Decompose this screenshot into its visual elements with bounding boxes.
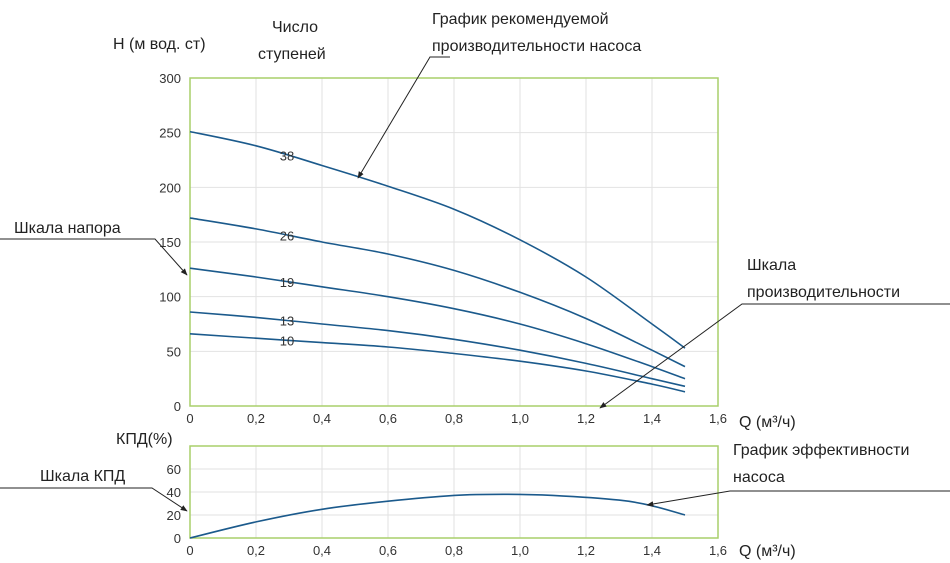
x-tick-label: 0,8 [445,411,463,426]
y-tick-label: 40 [167,485,181,500]
efficiency-y-axis-label: КПД(%) [116,431,173,448]
efficiency-scale-annotation: Шкала КПД [40,468,126,485]
recommended-leader [357,56,450,179]
efficiency-curve [189,493,686,539]
efficiency-grid [190,446,718,538]
stage-label: 10 [280,333,294,348]
y-tick-label: 100 [159,290,181,305]
efficiency-plot-frame [189,445,719,539]
x-tick-label: 0,2 [247,411,265,426]
stage-label: 13 [280,314,294,329]
y-tick-label: 150 [159,235,181,250]
y-tick-label: 250 [159,126,181,141]
head-scale-leader [0,238,188,276]
curve-stages-13 [189,311,686,388]
flow-scale-leader [599,303,950,409]
x-tick-label: 1,0 [511,543,529,558]
x-tick-label: 1,6 [709,411,727,426]
curve-stages-19 [189,267,686,380]
stage-label: 26 [280,228,294,243]
annotation-leaders [0,56,950,512]
recommended-annotation-line1: График рекомендуемой [432,11,609,28]
x-tick-label: 1,0 [511,411,529,426]
eff-graph-leader [646,490,950,507]
y-tick-label: 50 [167,344,181,359]
head-ticks: 0 0,2 0,4 0,6 0,8 1,0 1,2 1,4 1,6 0 50 100 150 200 250… [159,71,727,426]
x-tick-label: 0 [186,543,193,558]
stages-label-line2: ступеней [258,46,326,63]
y-tick-label: 0 [174,399,181,414]
x-axis-label-bottom: Q (м³/ч) [739,543,796,560]
x-tick-label: 1,4 [643,543,661,558]
eff-scale-leader [0,487,188,512]
x-tick-label: 0,4 [313,543,331,558]
x-tick-label: 0,8 [445,543,463,558]
curve-stages-26 [189,217,686,368]
curve-stages-38 [189,130,686,349]
x-tick-label: 0,6 [379,411,397,426]
y-tick-label: 60 [167,462,181,477]
x-tick-label: 1,6 [709,543,727,558]
curve-stages-10 [189,333,686,393]
efficiency-graph-annotation-line2: насоса [733,469,785,486]
x-tick-label: 0 [186,411,193,426]
stages-label-line1: Число [272,19,319,36]
recommended-annotation-line2: производительности насоса [432,38,642,55]
y-tick-label: 200 [159,180,181,195]
x-tick-label: 1,4 [643,411,661,426]
head-grid [190,78,718,406]
x-axis-label-top: Q (м³/ч) [739,414,796,431]
efficiency-ticks: 0 0,2 0,4 0,6 0,8 1,0 1,2 1,4 1,6 0 20 40 60 [167,462,728,558]
stage-label: 19 [280,275,294,290]
flow-scale-annotation-line1: Шкала [747,257,797,274]
x-tick-label: 1,2 [577,411,595,426]
head-plot-frame [189,77,719,407]
x-tick-label: 0,2 [247,543,265,558]
x-tick-label: 0,4 [313,411,331,426]
head-scale-annotation: Шкала напора [14,220,121,237]
stage-label: 38 [280,149,294,164]
x-tick-label: 0,6 [379,543,397,558]
y-tick-label: 20 [167,508,181,523]
head-curves: 38 26 19 13 10 [189,130,686,393]
y-tick-label: 300 [159,71,181,86]
y-axis-label: Н (м вод. ст) [113,36,206,53]
efficiency-curves [189,493,686,539]
y-tick-label: 0 [174,531,181,546]
x-tick-label: 1,2 [577,543,595,558]
flow-scale-annotation-line2: производительности [747,284,901,301]
efficiency-graph-annotation-line1: График эффективности [733,442,910,459]
